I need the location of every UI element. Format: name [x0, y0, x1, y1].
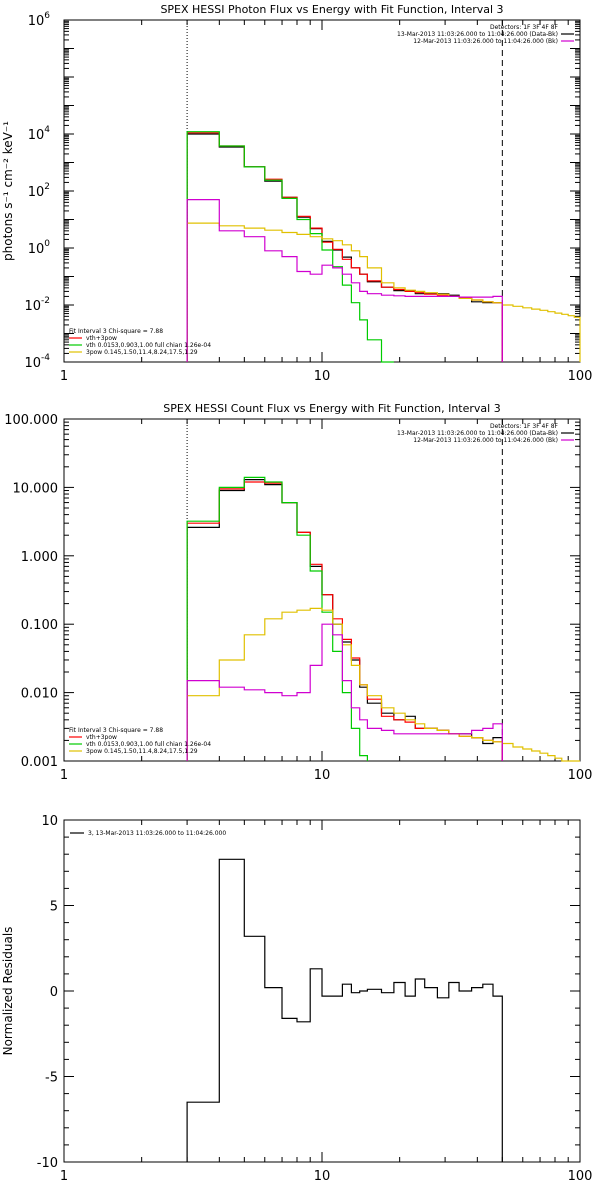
- legend-text: Detectors: 1F 3F 4F 8F: [490, 24, 559, 31]
- y-tick-label: 10-2: [24, 296, 50, 314]
- series-line: [186, 858, 503, 1162]
- y-tick-label: 0.010: [21, 687, 58, 702]
- legend-text: vth 0.0153,0.903,1.00 full chian 1.26e-0…: [86, 741, 211, 748]
- legend-text: 13-Mar-2013 11:03:26.000 to 11:04:26.000…: [397, 31, 558, 38]
- series-line: [186, 623, 503, 761]
- series-line: [186, 199, 503, 362]
- x-tick-label: 10: [314, 369, 331, 384]
- y-axis-label: Normalized Residuals: [1, 927, 15, 1056]
- series-line: [186, 481, 503, 761]
- legend-text: Fit Interval 3 Chi-square = 7.88: [69, 328, 163, 335]
- legend-text: 13-Mar-2013 11:03:26.000 to 11:04:26.000…: [397, 430, 558, 437]
- series-line: [186, 476, 368, 761]
- series-line: [186, 132, 503, 362]
- y-tick-label: -10: [37, 1156, 58, 1171]
- y-tick-label: 10-4: [24, 353, 50, 371]
- y-tick-label: 104: [28, 125, 51, 143]
- y-tick-label: 10: [41, 814, 58, 829]
- y-tick-label: 102: [28, 182, 50, 200]
- y-tick-label: 100: [28, 239, 51, 257]
- series-line: [186, 131, 394, 363]
- y-tick-label: 1.000: [21, 550, 58, 565]
- series-line: [186, 607, 580, 762]
- chart-title: SPEX HESSI Count Flux vs Energy with Fit…: [163, 402, 500, 415]
- legend-text: 12-Mar-2013 11:03:26.000 to 11:04:26.000…: [413, 437, 558, 444]
- x-tick-label: 10: [314, 1169, 331, 1184]
- series-line: [186, 479, 503, 761]
- x-tick-label: 100: [568, 768, 593, 783]
- y-tick-label: -5: [45, 1071, 58, 1086]
- x-tick-label: 100: [568, 369, 593, 384]
- chart-title: SPEX HESSI Photon Flux vs Energy with Fi…: [160, 3, 503, 16]
- series-line: [186, 133, 503, 362]
- y-tick-label: 0.001: [21, 755, 58, 770]
- x-tick-label: 10: [314, 768, 331, 783]
- legend-text: Fit Interval 3 Chi-square = 7.88: [69, 727, 163, 734]
- y-tick-label: 10.000: [13, 481, 59, 496]
- residuals-panel: 1 10 100 -10 -5 0 5 10 Normalized Residuals 3, 13…: [1, 814, 592, 1184]
- legend-text: 3pow 0.145,1.50,11.4,8.24,17.5,1.29: [86, 349, 198, 356]
- legend-text: vth+3pow: [86, 734, 117, 741]
- count-flux-panel: SPEX HESSI Count Flux vs Energy with Fit…: [4, 402, 592, 783]
- legend-text: Detectors: 1F 3F 4F 8F: [490, 423, 559, 430]
- y-tick-label: 106: [28, 11, 51, 29]
- legend-text: 12-Mar-2013 11:03:26.000 to 11:04:26.000…: [413, 38, 558, 45]
- y-tick-label: 0: [50, 985, 58, 1000]
- x-tick-label: 1: [60, 369, 68, 384]
- legend-text: vth+3pow: [86, 335, 117, 342]
- y-tick-label: 0.100: [21, 618, 58, 633]
- photon-flux-panel: SPEX HESSI Photon Flux vs Energy with Fi…: [1, 3, 592, 384]
- x-tick-label: 1: [60, 1169, 68, 1184]
- legend-text: 3pow 0.145,1.50,11.4,8.24,17.5,1.29: [86, 748, 198, 755]
- y-tick-label: 100.000: [4, 413, 58, 428]
- y-axis-label: photons s⁻¹ cm⁻² keV⁻¹: [1, 121, 15, 261]
- legend-text: vth 0.0153,0.903,1.00 full chian 1.26e-0…: [86, 342, 211, 349]
- y-tick-label: 5: [50, 900, 58, 915]
- x-tick-label: 1: [60, 768, 68, 783]
- legend-text: 3, 13-Mar-2013 11:03:26.000 to 11:04:26.…: [88, 830, 226, 837]
- series-line: [186, 222, 581, 362]
- x-tick-label: 100: [568, 1169, 593, 1184]
